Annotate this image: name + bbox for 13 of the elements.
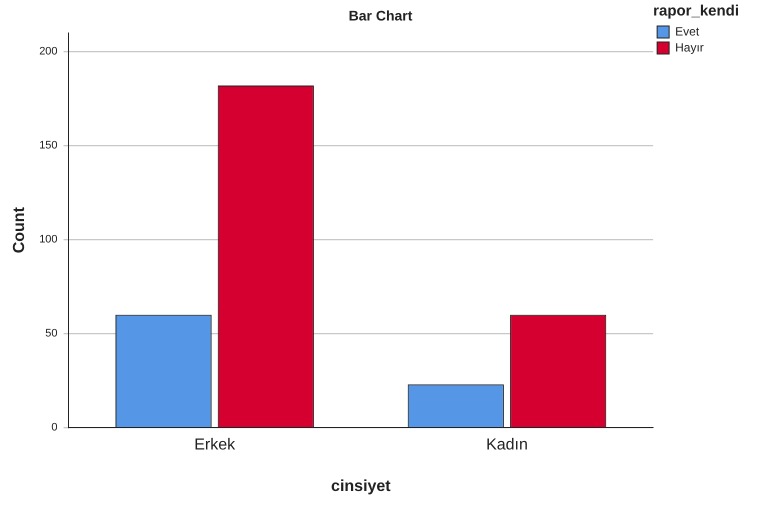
y-tick-label: 150	[39, 140, 58, 152]
x-tick-label: Erkek	[194, 436, 236, 454]
y-tick-label: 50	[45, 328, 58, 340]
x-tick-label: Kadın	[486, 436, 528, 454]
y-tick-label: 100	[39, 234, 58, 246]
y-axis-title: Count	[11, 206, 28, 254]
y-tick-label: 200	[39, 46, 58, 58]
legend-label: Evet	[675, 24, 700, 38]
y-tick-label: 0	[51, 422, 58, 434]
legend-label: Hayır	[675, 40, 704, 54]
x-axis-title: cinsiyet	[331, 478, 392, 495]
legend-title: rapor_kendi	[653, 2, 740, 20]
chart-title: Bar Chart	[348, 7, 413, 24]
